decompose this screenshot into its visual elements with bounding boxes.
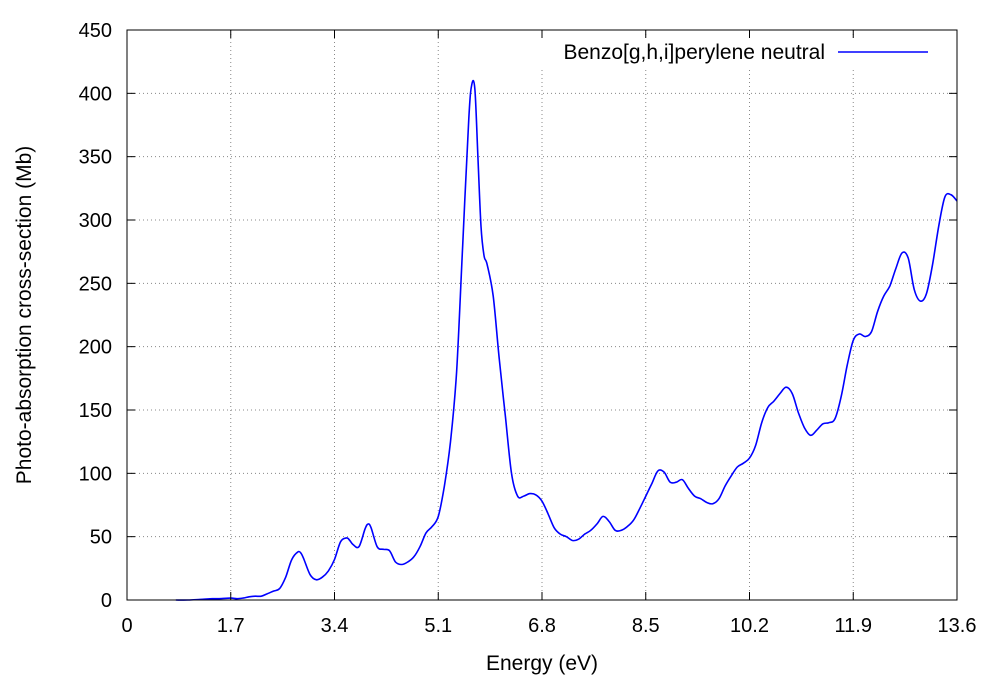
y-tick-label: 150 xyxy=(79,400,112,422)
x-tick-label: 10.2 xyxy=(730,615,769,637)
series-line-benzo-ghi-perylene xyxy=(175,79,958,601)
y-tick-label: 0 xyxy=(101,590,112,612)
series-layer xyxy=(175,79,958,601)
y-axis-title: Photo-absorption cross-section (Mb) xyxy=(13,146,36,484)
x-axis-title: Energy (eV) xyxy=(486,652,598,675)
axis-ticks: 0 1.7 3.4 5.1 6.8 8.5 10.2 11.9 13.6 0 50 100 150 200… xyxy=(79,20,977,637)
x-tick-label: 1.7 xyxy=(217,615,245,637)
x-tick-label: 3.4 xyxy=(321,615,349,637)
y-tick-label: 450 xyxy=(79,20,112,42)
legend-label: Benzo[g,h,i]perylene neutral xyxy=(563,41,825,64)
y-tick-label: 250 xyxy=(79,273,112,295)
legend: Benzo[g,h,i]perylene neutral xyxy=(528,36,940,68)
x-tick-label: 13.6 xyxy=(938,615,977,637)
x-tick-label: 11.9 xyxy=(835,615,872,637)
x-tick-label: 5.1 xyxy=(424,615,452,637)
y-tick-label: 100 xyxy=(79,463,112,485)
y-tick-label: 350 xyxy=(79,147,112,169)
y-tick-label: 50 xyxy=(90,527,112,549)
y-tick-label: 200 xyxy=(79,337,112,359)
y-tick-label: 300 xyxy=(79,210,112,232)
x-tick-label: 8.5 xyxy=(632,615,660,637)
grid-lines xyxy=(127,30,957,600)
y-tick-label: 400 xyxy=(79,83,112,105)
x-tick-label: 0 xyxy=(121,615,132,637)
x-tick-label: 6.8 xyxy=(528,615,556,637)
